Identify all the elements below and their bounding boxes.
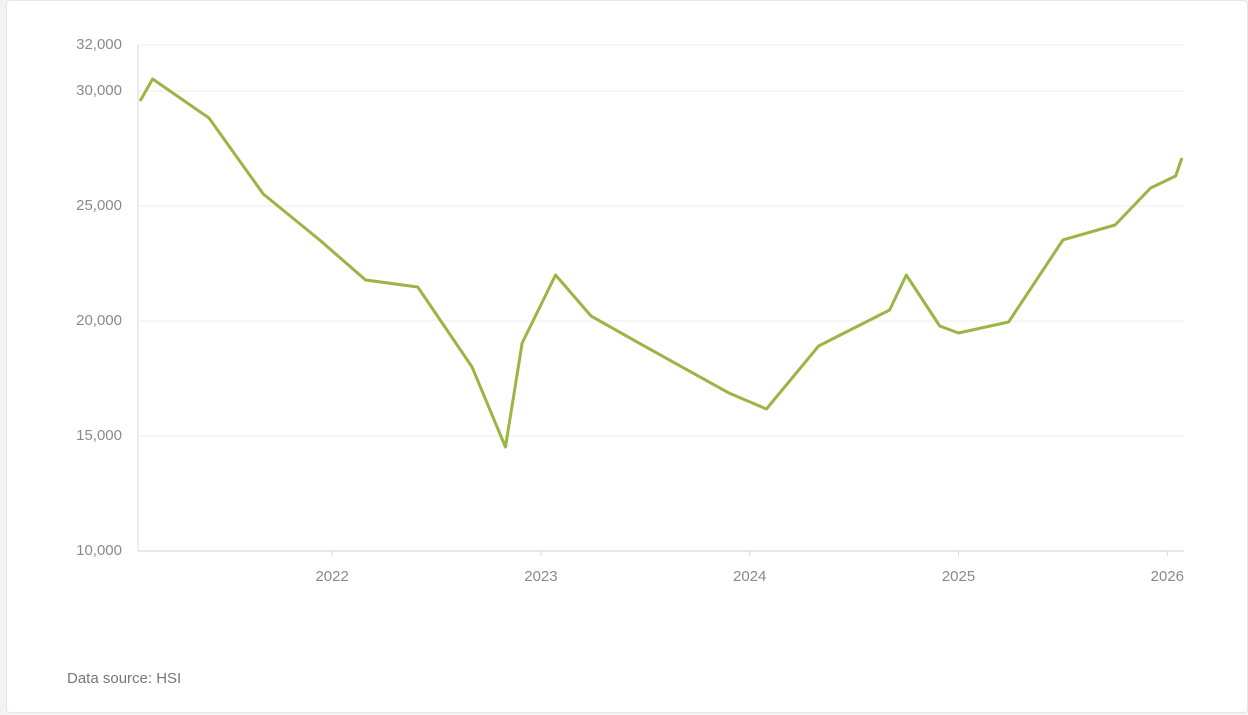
y-tick-label: 15,000 — [76, 427, 122, 444]
y-tick-label: 20,000 — [76, 312, 122, 329]
x-tick-label: 2025 — [942, 568, 975, 585]
line-series — [138, 77, 1184, 449]
x-tick-label: 2026 — [1151, 568, 1184, 585]
x-tick-label: 2022 — [315, 568, 348, 585]
data-source: Data source: HSI — [67, 670, 182, 687]
y-tick-label: 25,000 — [76, 197, 122, 214]
chart-card — [6, 0, 1248, 713]
x-tick-label: 2024 — [733, 568, 766, 585]
y-tick-label: 30,000 — [76, 82, 122, 99]
y-tick-label: 10,000 — [76, 542, 122, 559]
y-tick-label: 32,000 — [76, 36, 122, 53]
x-tick-label: 2023 — [524, 568, 557, 585]
